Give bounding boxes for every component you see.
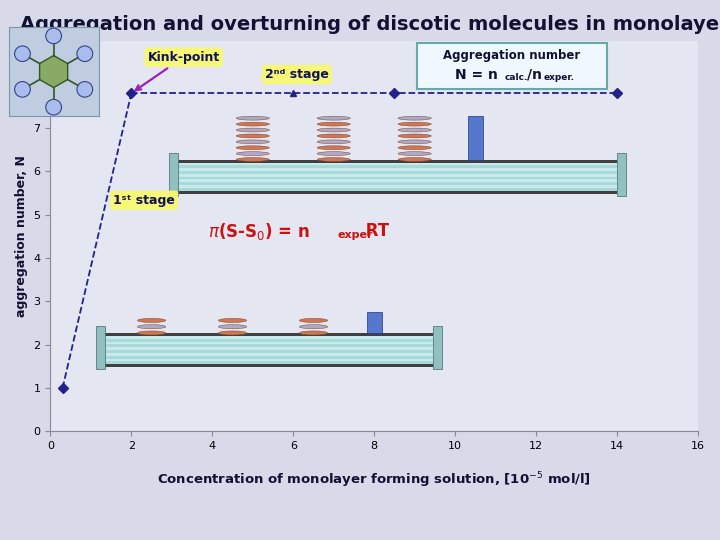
Ellipse shape [300, 325, 328, 329]
Ellipse shape [398, 116, 431, 120]
Circle shape [46, 28, 61, 44]
Bar [105, 336, 433, 339]
Bar [178, 159, 617, 163]
Bar [169, 153, 178, 196]
Ellipse shape [317, 146, 351, 150]
Bar [178, 174, 617, 177]
Ellipse shape [317, 140, 351, 144]
Polygon shape [40, 56, 68, 87]
Ellipse shape [236, 158, 269, 161]
Text: Concentration of monolayer forming solution, [10$^{-5}$ mol/l]: Concentration of monolayer forming solut… [157, 470, 591, 490]
Ellipse shape [317, 122, 351, 126]
Text: /n: /n [527, 68, 542, 82]
Bar [468, 116, 483, 159]
Bar [178, 171, 617, 174]
Bar [105, 364, 433, 367]
Text: N = n: N = n [455, 68, 498, 82]
Ellipse shape [236, 140, 269, 144]
Bar [105, 350, 433, 353]
Bar [178, 191, 617, 194]
Text: 2ⁿᵈ stage: 2ⁿᵈ stage [265, 68, 329, 81]
Text: Aggregation number: Aggregation number [444, 49, 580, 62]
Circle shape [14, 82, 30, 97]
Bar [105, 345, 433, 347]
Ellipse shape [317, 134, 351, 138]
Ellipse shape [398, 128, 431, 132]
Text: 1ˢᵗ stage: 1ˢᵗ stage [113, 194, 175, 207]
Bar [105, 356, 433, 359]
Bar [178, 183, 617, 185]
Bar [105, 342, 433, 345]
Bar [105, 361, 433, 364]
Ellipse shape [218, 325, 247, 329]
Ellipse shape [236, 134, 269, 138]
Ellipse shape [236, 146, 269, 150]
Bar [105, 359, 433, 361]
Ellipse shape [398, 134, 431, 138]
Bar [105, 333, 433, 336]
Ellipse shape [236, 116, 269, 120]
Bar [178, 188, 617, 191]
Bar [178, 163, 617, 165]
Ellipse shape [398, 152, 431, 156]
Ellipse shape [398, 140, 431, 144]
Ellipse shape [317, 152, 351, 156]
Ellipse shape [236, 122, 269, 126]
Ellipse shape [236, 128, 269, 132]
Circle shape [46, 99, 61, 115]
Ellipse shape [236, 152, 269, 156]
Bar [433, 326, 442, 369]
Bar [178, 185, 617, 188]
Ellipse shape [218, 331, 247, 335]
Ellipse shape [317, 128, 351, 132]
Title: Aggregation and overturning of discotic molecules in monolayer: Aggregation and overturning of discotic … [20, 15, 720, 34]
Bar [178, 179, 617, 183]
FancyBboxPatch shape [417, 43, 607, 89]
Ellipse shape [317, 158, 351, 161]
Ellipse shape [138, 331, 166, 335]
Text: Kink-point: Kink-point [135, 51, 220, 90]
Ellipse shape [398, 158, 431, 161]
Ellipse shape [398, 122, 431, 126]
Circle shape [14, 46, 30, 62]
Bar [105, 353, 433, 356]
Bar [105, 347, 433, 350]
Ellipse shape [138, 325, 166, 329]
Bar [178, 165, 617, 168]
Y-axis label: aggregation number, N: aggregation number, N [15, 156, 28, 317]
Ellipse shape [138, 319, 166, 322]
Circle shape [77, 82, 93, 97]
Ellipse shape [300, 319, 328, 322]
Bar [96, 326, 105, 369]
Bar [178, 177, 617, 179]
Text: calc.: calc. [505, 73, 528, 82]
Bar [178, 168, 617, 171]
Text: RT: RT [360, 222, 390, 240]
Ellipse shape [218, 319, 247, 322]
Bar [366, 312, 382, 333]
Text: $\pi$(S-S$_0$) = n: $\pi$(S-S$_0$) = n [208, 220, 310, 241]
Ellipse shape [300, 331, 328, 335]
Ellipse shape [317, 116, 351, 120]
Text: exper.: exper. [544, 73, 575, 82]
Circle shape [77, 46, 93, 62]
Bar [105, 339, 433, 342]
Ellipse shape [398, 146, 431, 150]
Bar [617, 153, 626, 196]
Text: exper: exper [338, 231, 373, 240]
